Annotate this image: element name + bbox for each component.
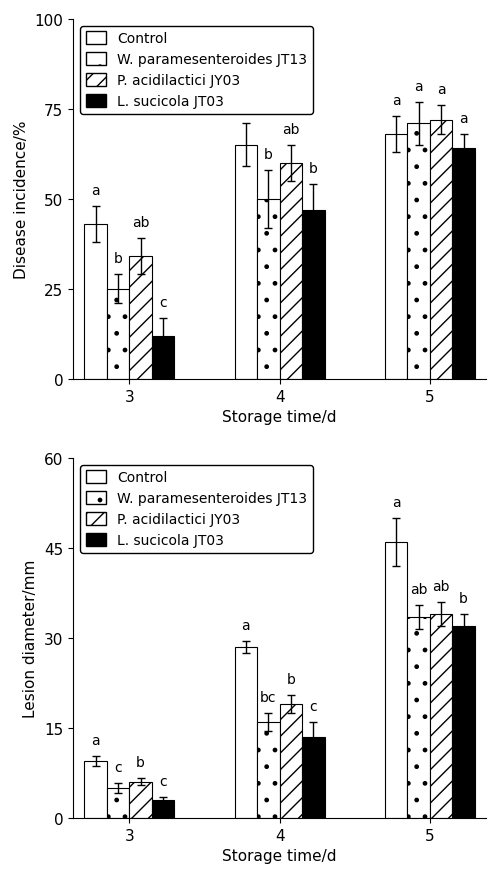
Bar <box>452 626 475 818</box>
Legend: Control, W. paramesenteroides JT13, P. acidilactici JY03, L. sucicola JT03: Control, W. paramesenteroides JT13, P. a… <box>80 27 313 115</box>
Text: ab: ab <box>410 582 428 596</box>
Bar <box>302 737 324 818</box>
Bar <box>430 614 452 818</box>
Bar <box>152 800 174 818</box>
Bar <box>130 257 152 380</box>
Text: b: b <box>286 672 296 686</box>
Bar <box>384 542 407 818</box>
Bar <box>408 617 430 818</box>
Y-axis label: Disease incidence/%: Disease incidence/% <box>14 120 29 279</box>
Text: b: b <box>264 148 272 162</box>
Bar <box>452 149 475 380</box>
Bar <box>130 782 152 818</box>
Text: b: b <box>114 253 122 266</box>
Text: a: a <box>242 618 250 632</box>
Y-axis label: Lesion diameter/mm: Lesion diameter/mm <box>24 559 38 717</box>
Text: c: c <box>160 774 167 788</box>
Text: b: b <box>136 755 145 769</box>
Text: b: b <box>459 591 468 605</box>
Text: ab: ab <box>282 123 300 137</box>
Bar <box>234 647 257 818</box>
Text: b: b <box>309 162 318 176</box>
Bar <box>234 146 257 380</box>
Text: c: c <box>114 760 122 774</box>
Bar <box>257 200 280 380</box>
Bar <box>408 125 430 380</box>
Text: a: a <box>92 184 100 198</box>
X-axis label: Storage time/d: Storage time/d <box>222 848 337 863</box>
Text: a: a <box>392 496 400 510</box>
Bar <box>84 225 107 380</box>
Legend: Control, W. paramesenteroides JT13, P. acidilactici JY03, L. sucicola JT03: Control, W. paramesenteroides JT13, P. a… <box>80 466 313 553</box>
Bar <box>84 761 107 818</box>
Text: a: a <box>414 80 423 94</box>
Bar <box>257 722 280 818</box>
Text: a: a <box>436 83 446 97</box>
Bar <box>107 289 130 380</box>
Text: a: a <box>392 94 400 108</box>
Text: a: a <box>242 101 250 115</box>
Text: c: c <box>310 699 317 713</box>
Bar <box>152 336 174 380</box>
Bar <box>280 704 302 818</box>
Text: c: c <box>160 296 167 310</box>
Bar <box>384 135 407 380</box>
Text: ab: ab <box>432 579 450 593</box>
Text: ab: ab <box>132 217 150 230</box>
Bar <box>302 210 324 380</box>
Text: bc: bc <box>260 690 276 704</box>
Text: a: a <box>460 112 468 126</box>
Bar <box>280 164 302 380</box>
X-axis label: Storage time/d: Storage time/d <box>222 410 337 424</box>
Bar <box>107 788 130 818</box>
Bar <box>430 120 452 380</box>
Text: a: a <box>92 733 100 747</box>
